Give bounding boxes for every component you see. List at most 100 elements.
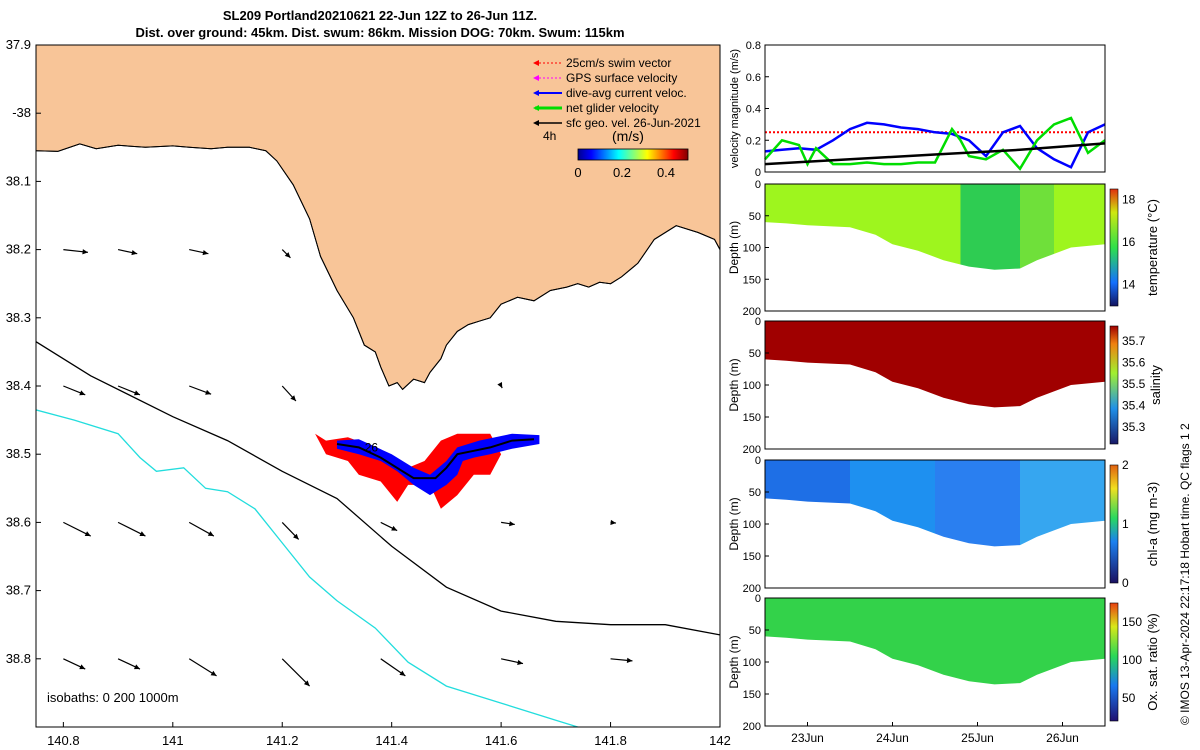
map-y-tick-label-0: 37.9 [6,37,31,52]
map-x-tick-label-2: 141.2 [266,733,299,748]
colorbar-label-3: salinity [1148,365,1163,405]
velocity-ylabel: velocity magnitude (m/s) [729,49,741,168]
dive-avg-current-patch [337,433,540,496]
heatmap-y-tick-2-0: 0 [755,179,761,191]
heatmap-fill-5 [765,598,1105,685]
heatmap-y-tick-4-0: 0 [755,455,761,467]
colorbar-4 [1109,464,1119,584]
colorbar-tick-4-1: 1 [1122,517,1129,531]
colorbar-tick-3-1: 35.4 [1122,398,1146,412]
geo-vector-head-6 [205,389,212,395]
map-x-tick-label-3: 141.4 [375,733,408,748]
colorbar-tick-5-0: 50 [1122,691,1136,705]
geo-vector-head-15 [610,519,617,526]
velocity-y-tick-1: 0.2 [746,135,761,147]
velocity-y-tick-3: 0.6 [746,72,761,84]
speed-colorbar-tick-1: 0.2 [613,165,631,180]
colorbar-5 [1109,602,1119,722]
geo-vector-head-7 [290,395,296,402]
heatmap-y-tick-2-4: 200 [743,306,761,318]
heatmap-band-4-2 [935,460,1020,547]
legend-arrowhead-0 [533,60,539,66]
legend-arrowhead-4 [533,120,539,126]
colorbar-label-2: temperature (°C) [1145,199,1160,296]
geo-vector-head-9 [84,531,91,537]
heatmap-y-tick-5-3: 150 [743,689,761,701]
heatmap-y-tick-3-1: 50 [749,348,761,360]
map-x-tick-label-0: 140.8 [47,733,80,748]
isobath-200m [36,341,720,636]
legend-entry-1: GPS surface velocity [566,71,677,85]
geo-vector-head-1 [131,250,138,256]
time-tick-label-2: 25Jun [961,731,994,745]
map-x-tick-label-4: 141.6 [485,733,518,748]
heatmap-y-tick-3-0: 0 [755,316,761,328]
glider-track [336,438,535,480]
legend-arrowhead-2 [533,90,539,96]
geo-vector-head-20 [399,670,406,676]
heatmap-fill-4 [765,460,1105,547]
legend-entry-4: sfc geo. vel. 26-Jun-2021 [566,116,701,130]
velocity-frame [764,44,1106,173]
colorbar-tick-2-2: 18 [1122,193,1136,207]
heatmap-ylabel-3: Depth (m) [727,358,741,411]
time-tick-label-1: 24Jun [876,731,909,745]
colorbar-tick-2-0: 14 [1122,278,1136,292]
map-y-tick-label-1: -38 [12,105,31,120]
geo-vector-head-18 [210,670,217,676]
heatmap-y-tick-5-2: 100 [743,657,761,669]
colorbar-2 [1109,188,1119,307]
heatmap-band-2-0 [765,184,961,270]
velocity-series-2 [764,116,1106,171]
map-y-tick-label-9: 38.8 [6,651,31,666]
map-x-tick-label-6: 142 [709,733,731,748]
heatmap-band-3-0 [765,321,1105,408]
geo-vector-head-19 [303,680,310,687]
colorbar-tick-3-4: 35.7 [1122,334,1146,348]
legend-arrowhead-3 [533,105,539,111]
colorbar-tick-4-0: 0 [1122,576,1129,590]
chart-title-line1: SL209 Portland20210621 22-Jun 12Z to 26-… [222,8,538,23]
heatmap-ylabel-2: Depth (m) [727,221,741,274]
colorbar-tick-3-3: 35.6 [1122,355,1146,369]
heatmap-y-tick-5-0: 0 [755,593,761,605]
map-layer [36,45,720,727]
heatmap-band-5-0 [765,598,1105,685]
colorbar-tick-2-1: 16 [1122,235,1136,249]
heatmap-y-tick-5-4: 200 [743,721,761,733]
heatmap-y-tick-3-3: 150 [743,412,761,424]
colorbar-label-5: Ox. sat. ratio (%) [1145,613,1160,711]
time-tick-label-0: 23Jun [791,731,824,745]
map-y-tick-label-5: 38.4 [6,378,31,393]
geo-vector-head-5 [133,390,140,396]
geo-vector-head-11 [207,531,214,537]
map-y-tick-label-8: 38.7 [6,583,31,598]
heatmap-y-tick-4-3: 150 [743,551,761,563]
side-label-container: © IMOS 13-Apr-2024 22:17:18 Hobart time.… [1178,423,1192,725]
heatmap-y-tick-2-2: 100 [743,243,761,255]
geo-vector-head-10 [139,531,146,537]
legend-time-step: 4h [543,129,556,143]
heatmap-y-tick-2-1: 50 [749,211,761,223]
geo-vector-head-13 [391,525,398,531]
geo-vector-head-16 [79,664,86,670]
heatmap-y-tick-4-4: 200 [743,583,761,595]
isobath-1000m [36,409,580,727]
isobath-label: isobaths: 0 200 1000m [47,690,179,705]
heatmap-band-4-3 [1020,460,1105,547]
heatmap-band-4-0 [765,460,850,547]
map-y-tick-label-7: 38.6 [6,514,31,529]
colorbar-tick-5-2: 150 [1122,615,1142,629]
colorbar-tick-3-2: 35.5 [1122,377,1146,391]
heatmap-band-2-2 [1020,184,1054,270]
heatmap-y-tick-5-1: 50 [749,625,761,637]
legend-entry-0: 25cm/s swim vector [566,56,671,70]
velocity-y-tick-4: 0.8 [746,40,761,52]
geo-vector-head-2 [202,250,209,256]
heatmap-fill-2 [765,184,1105,270]
geo-vector-head-14 [509,521,515,527]
heatmap-y-tick-3-4: 200 [743,444,761,456]
geo-vector-head-17 [133,664,140,670]
geo-vector-19 [281,658,311,687]
